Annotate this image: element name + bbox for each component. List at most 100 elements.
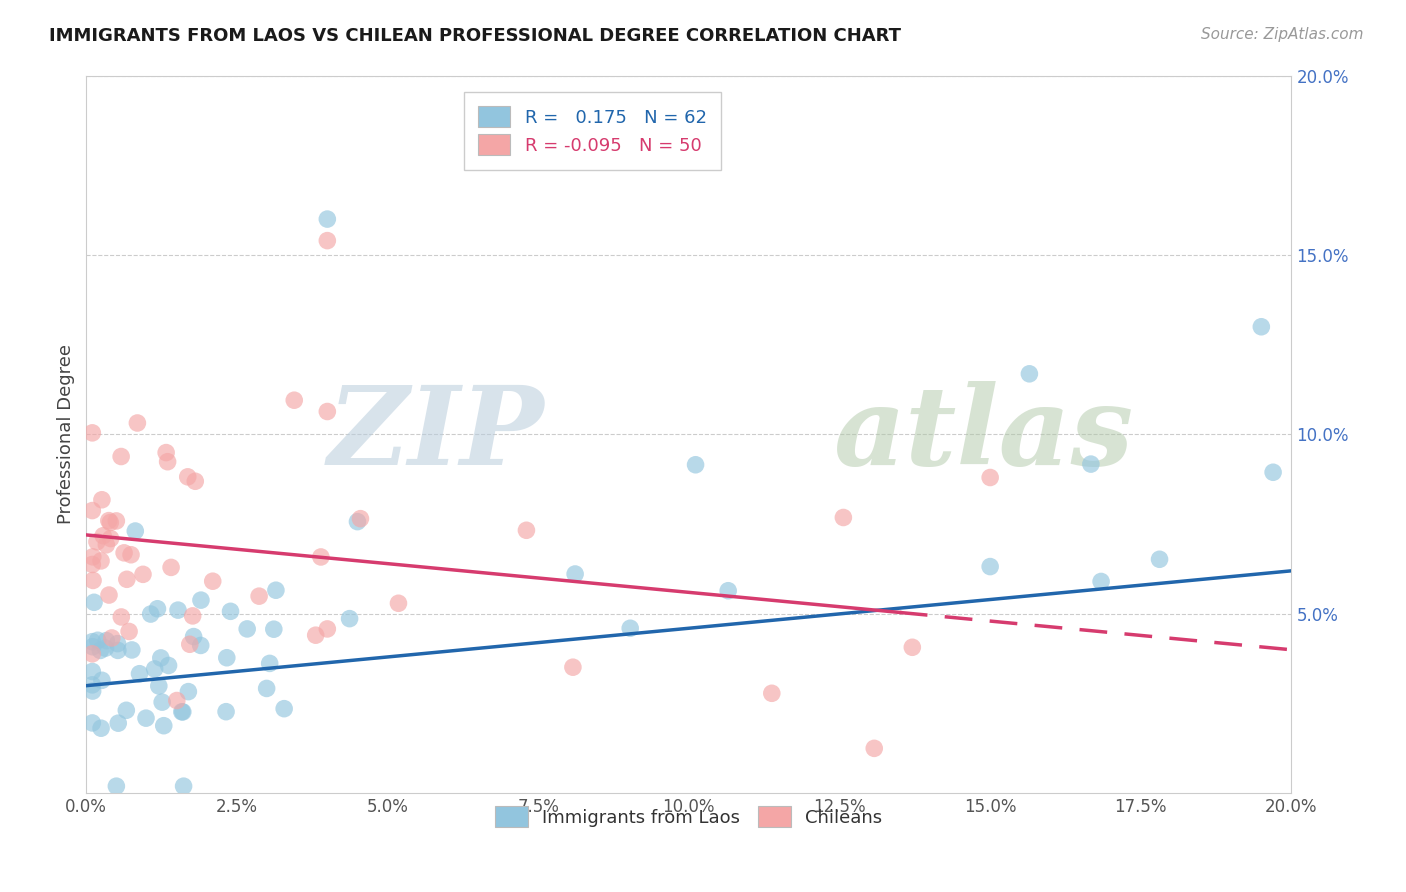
Point xyxy=(863,741,886,756)
Point xyxy=(121,643,143,657)
Point xyxy=(143,662,166,676)
Point xyxy=(173,779,195,793)
Point xyxy=(316,212,339,227)
Point xyxy=(1250,319,1272,334)
Point xyxy=(82,640,104,654)
Point xyxy=(170,705,193,719)
Text: ZIP: ZIP xyxy=(328,381,544,488)
Point xyxy=(98,516,121,530)
Point xyxy=(82,647,104,661)
Point xyxy=(101,631,124,645)
Point xyxy=(90,492,112,507)
Point xyxy=(183,630,205,644)
Point xyxy=(979,470,1001,484)
Point xyxy=(94,641,117,656)
Point xyxy=(82,634,104,648)
Point xyxy=(82,425,104,440)
Point xyxy=(118,624,141,639)
Point xyxy=(100,532,122,546)
Point xyxy=(316,622,339,636)
Point xyxy=(901,640,924,655)
Point xyxy=(149,651,172,665)
Point xyxy=(139,607,162,621)
Point xyxy=(107,716,129,731)
Point xyxy=(177,684,200,698)
Point xyxy=(564,566,586,581)
Point xyxy=(90,721,112,735)
Point xyxy=(120,548,142,562)
Point xyxy=(184,475,207,489)
Point xyxy=(1090,574,1112,589)
Point xyxy=(264,583,287,598)
Point xyxy=(156,455,179,469)
Point xyxy=(105,514,128,528)
Point xyxy=(273,701,295,715)
Point xyxy=(1261,465,1284,479)
Point xyxy=(316,404,339,418)
Point xyxy=(107,637,129,651)
Point xyxy=(135,711,157,725)
Point xyxy=(127,416,149,430)
Legend: Immigrants from Laos, Chileans: Immigrants from Laos, Chileans xyxy=(488,799,890,835)
Point xyxy=(82,678,104,692)
Point xyxy=(761,686,783,700)
Point xyxy=(167,603,190,617)
Point xyxy=(155,445,177,459)
Point xyxy=(190,639,212,653)
Point xyxy=(1149,552,1171,566)
Point xyxy=(1018,367,1040,381)
Point xyxy=(82,558,104,572)
Point xyxy=(96,538,118,552)
Point xyxy=(128,666,150,681)
Text: Source: ZipAtlas.com: Source: ZipAtlas.com xyxy=(1201,27,1364,42)
Point xyxy=(979,559,1001,574)
Point xyxy=(146,601,169,615)
Point xyxy=(166,693,188,707)
Point xyxy=(124,524,146,538)
Point xyxy=(115,703,138,717)
Point xyxy=(219,604,242,618)
Point xyxy=(247,589,270,603)
Point xyxy=(305,628,328,642)
Point xyxy=(105,779,128,793)
Point xyxy=(832,510,855,524)
Point xyxy=(110,610,132,624)
Point xyxy=(90,554,112,568)
Point xyxy=(160,560,183,574)
Point xyxy=(82,665,104,679)
Point xyxy=(263,622,285,636)
Point xyxy=(96,633,118,648)
Text: IMMIGRANTS FROM LAOS VS CHILEAN PROFESSIONAL DEGREE CORRELATION CHART: IMMIGRANTS FROM LAOS VS CHILEAN PROFESSI… xyxy=(49,27,901,45)
Point xyxy=(107,643,129,657)
Point xyxy=(157,658,180,673)
Point xyxy=(215,650,238,665)
Text: atlas: atlas xyxy=(834,381,1133,488)
Point xyxy=(82,574,104,588)
Point xyxy=(561,660,583,674)
Y-axis label: Professional Degree: Professional Degree xyxy=(58,344,75,524)
Point xyxy=(82,715,104,730)
Point xyxy=(201,574,224,589)
Point xyxy=(83,595,105,609)
Point xyxy=(349,511,371,525)
Point xyxy=(110,450,132,464)
Point xyxy=(98,588,121,602)
Point xyxy=(685,458,707,472)
Point xyxy=(82,503,104,517)
Point xyxy=(112,546,135,560)
Point xyxy=(387,596,409,610)
Point xyxy=(346,515,368,529)
Point xyxy=(148,679,170,693)
Point xyxy=(259,657,281,671)
Point xyxy=(339,612,361,626)
Point xyxy=(150,695,173,709)
Point xyxy=(181,608,204,623)
Point xyxy=(215,705,238,719)
Point xyxy=(717,583,740,598)
Point xyxy=(86,534,108,549)
Point xyxy=(283,393,305,408)
Point xyxy=(152,719,174,733)
Point xyxy=(91,529,114,543)
Point xyxy=(115,572,138,586)
Point xyxy=(82,549,104,564)
